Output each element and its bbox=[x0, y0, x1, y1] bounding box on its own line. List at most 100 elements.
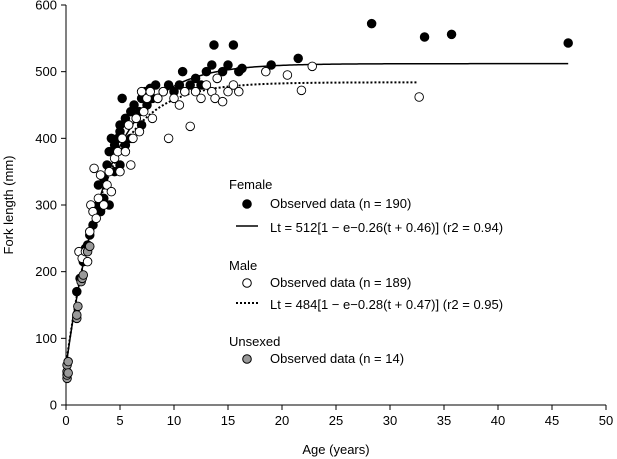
point-unsexed bbox=[78, 270, 89, 280]
x-tick-label: 45 bbox=[545, 413, 559, 428]
point-male bbox=[228, 80, 239, 90]
point-male bbox=[95, 170, 106, 180]
point-male bbox=[115, 166, 125, 177]
point-female bbox=[177, 66, 188, 77]
point-male bbox=[261, 66, 271, 77]
point-male bbox=[117, 133, 127, 144]
point-female bbox=[223, 60, 233, 70]
legend-female-observed: Observed data (n = 190) bbox=[270, 196, 411, 211]
point-female bbox=[209, 40, 219, 50]
point-male bbox=[158, 86, 168, 97]
point-unsexed bbox=[72, 310, 82, 320]
point-male bbox=[106, 186, 117, 197]
point-male bbox=[169, 93, 179, 104]
point-female bbox=[129, 100, 139, 110]
legend-female-model: Lt = 512[1 − e−0.26(t + 0.46)] (r2 = 0.9… bbox=[270, 220, 503, 235]
point-female bbox=[185, 80, 195, 90]
point-male bbox=[153, 93, 163, 104]
point-male bbox=[126, 160, 136, 170]
point-male bbox=[102, 180, 112, 190]
point-female bbox=[163, 80, 174, 90]
point-female bbox=[174, 80, 185, 90]
x-tick-label: 0 bbox=[62, 413, 69, 428]
point-male bbox=[296, 85, 307, 96]
data-points bbox=[62, 18, 573, 384]
point-unsexed bbox=[73, 301, 83, 312]
x-tick-label: 20 bbox=[275, 413, 289, 428]
legend-unsexed-heading: Unsexed bbox=[229, 334, 280, 349]
point-male bbox=[307, 61, 317, 72]
point-male bbox=[234, 86, 244, 97]
y-ticks: 0 100 200 300 400 500 600 bbox=[35, 0, 66, 413]
point-female bbox=[217, 66, 228, 77]
legend-female-heading: Female bbox=[229, 177, 272, 192]
point-unsexed bbox=[63, 356, 73, 367]
y-tick-label: 300 bbox=[35, 198, 57, 213]
point-male bbox=[174, 100, 185, 110]
point-male bbox=[223, 86, 233, 97]
point-female bbox=[563, 38, 573, 48]
point-female bbox=[419, 32, 430, 42]
point-male bbox=[147, 113, 158, 124]
point-male bbox=[190, 86, 201, 97]
point-female bbox=[266, 60, 276, 70]
x-tick-label: 25 bbox=[329, 413, 343, 428]
y-tick-label: 200 bbox=[35, 264, 57, 279]
x-tick-label: 5 bbox=[116, 413, 123, 428]
point-male bbox=[139, 106, 149, 117]
point-male bbox=[82, 256, 93, 267]
point-male bbox=[282, 70, 293, 80]
y-axis-title: Fork length (mm) bbox=[1, 156, 16, 255]
point-unsexed bbox=[85, 241, 95, 252]
point-male bbox=[99, 200, 109, 210]
legend-male-model: Lt = 484[1 − e−0.28(t + 0.47)] (r2 = 0.9… bbox=[270, 297, 503, 312]
point-male bbox=[414, 92, 424, 102]
y-tick-label: 600 bbox=[35, 0, 57, 13]
point-male bbox=[180, 86, 190, 97]
point-male bbox=[212, 73, 222, 84]
point-male bbox=[145, 86, 155, 97]
point-male bbox=[217, 96, 228, 107]
point-male bbox=[85, 226, 95, 237]
legend-male-observed: Observed data (n = 189) bbox=[270, 275, 411, 290]
legend-male-heading: Male bbox=[229, 258, 257, 273]
point-male bbox=[123, 120, 134, 130]
legend-unsexed-observed: Observed data (n = 14) bbox=[270, 351, 404, 366]
point-female bbox=[228, 40, 239, 50]
legend-unsexed-marker bbox=[242, 354, 252, 364]
point-male bbox=[185, 121, 195, 132]
point-male bbox=[196, 93, 206, 104]
point-male bbox=[131, 113, 141, 124]
x-tick-label: 15 bbox=[221, 413, 235, 428]
point-male bbox=[128, 133, 138, 144]
point-female bbox=[446, 29, 457, 40]
point-female bbox=[207, 60, 217, 70]
y-tick-label: 400 bbox=[35, 131, 57, 146]
point-male bbox=[120, 146, 131, 157]
point-male bbox=[163, 133, 174, 144]
point-female bbox=[293, 53, 303, 64]
x-ticks: 0 5 10 15 20 25 30 35 40 45 50 bbox=[62, 405, 613, 428]
y-tick-label: 100 bbox=[35, 331, 57, 346]
x-tick-label: 40 bbox=[491, 413, 505, 428]
point-female bbox=[201, 66, 212, 77]
legend: Female Observed data (n = 190) Lt = 512[… bbox=[229, 177, 503, 366]
point-male bbox=[91, 213, 101, 224]
legend-female-marker bbox=[242, 199, 252, 209]
point-male bbox=[104, 166, 114, 177]
x-tick-label: 50 bbox=[599, 413, 613, 428]
point-female bbox=[237, 63, 247, 74]
legend-male-marker bbox=[242, 278, 252, 288]
point-female bbox=[117, 93, 127, 104]
y-tick-label: 500 bbox=[35, 64, 57, 79]
x-tick-label: 35 bbox=[437, 413, 451, 428]
point-female bbox=[366, 18, 377, 29]
point-male bbox=[201, 80, 212, 90]
point-female bbox=[72, 286, 82, 297]
point-male bbox=[134, 126, 145, 137]
point-male bbox=[93, 193, 104, 204]
y-tick-label: 0 bbox=[50, 398, 57, 413]
point-female bbox=[150, 80, 161, 90]
point-female bbox=[190, 73, 201, 84]
